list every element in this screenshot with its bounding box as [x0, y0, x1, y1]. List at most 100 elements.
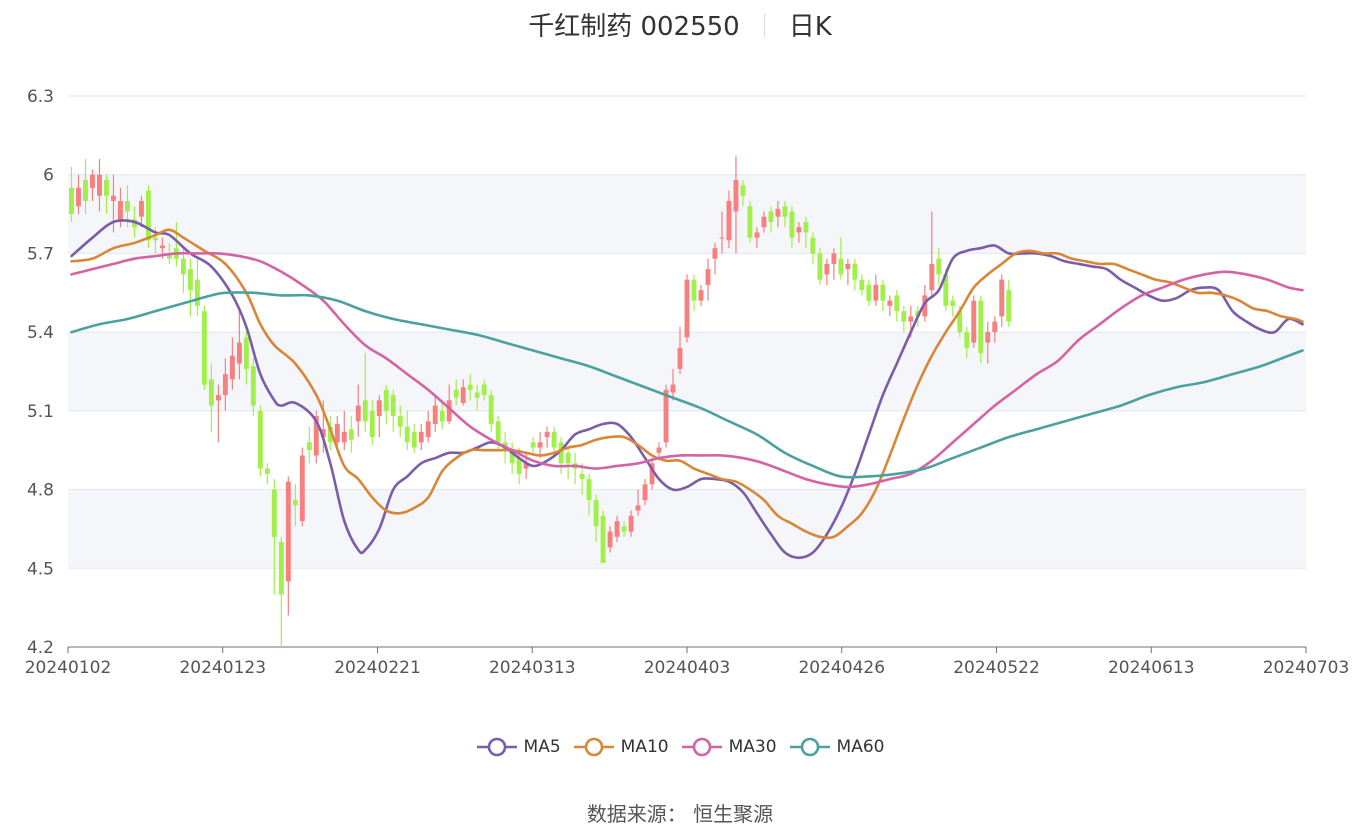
legend-item-ma5[interactable]: MA5 — [476, 736, 561, 758]
candle — [684, 274, 690, 343]
grid-band — [68, 489, 1306, 569]
candle — [579, 463, 585, 495]
candle — [964, 326, 970, 359]
candle — [460, 379, 466, 406]
candle — [341, 410, 347, 451]
candle — [817, 248, 823, 285]
candle — [859, 274, 865, 296]
candle — [635, 489, 641, 516]
candle — [747, 200, 753, 243]
candle — [978, 295, 984, 364]
x-tick-label: 20240426 — [798, 658, 885, 678]
legend-marker-icon — [681, 737, 722, 757]
candle — [593, 494, 599, 543]
legend-label: MA5 — [523, 737, 561, 757]
candle — [97, 158, 102, 212]
y-tick-label: 4.2 — [27, 638, 54, 658]
legend-item-ma30[interactable]: MA30 — [681, 736, 777, 758]
y-tick-label: 5.1 — [27, 402, 54, 422]
candle — [236, 311, 242, 380]
candle — [90, 169, 95, 201]
candle — [83, 158, 88, 215]
candle — [761, 211, 767, 233]
candle — [257, 405, 263, 477]
candle — [537, 431, 543, 459]
candlesticks — [69, 156, 1012, 647]
candle — [768, 206, 774, 233]
candle — [327, 416, 333, 451]
candle — [418, 423, 424, 451]
candle — [69, 166, 74, 222]
candle — [411, 423, 417, 453]
candle — [796, 221, 802, 243]
candle — [376, 395, 382, 438]
x-tick-label: 20240613 — [1108, 658, 1195, 678]
candle — [880, 279, 886, 312]
chart-title: 千红制药 002550 — [528, 12, 740, 42]
candle — [670, 368, 676, 401]
candle — [565, 447, 571, 480]
candle — [656, 442, 662, 459]
legend-item-ma60[interactable]: MA60 — [789, 736, 885, 758]
x-tick-label: 20240522 — [953, 658, 1040, 678]
candle — [362, 353, 368, 432]
candle — [453, 379, 459, 406]
legend-label: MA30 — [728, 737, 777, 757]
legend-marker-icon — [476, 737, 517, 757]
candle — [509, 442, 515, 474]
candle — [474, 384, 480, 411]
ma-line-ma30 — [70, 251, 1304, 489]
candle — [76, 174, 81, 215]
candle — [775, 200, 781, 228]
candle — [712, 242, 718, 275]
candle — [572, 452, 578, 485]
candle — [215, 384, 221, 443]
candle — [901, 305, 907, 333]
legend: MA5 MA10 MA30 MA60 — [0, 736, 1360, 763]
candle — [306, 426, 312, 464]
title-separator — [763, 14, 765, 38]
candle — [852, 258, 858, 291]
candle — [187, 258, 193, 317]
candle — [586, 473, 592, 516]
candle — [642, 479, 648, 506]
candle — [558, 437, 564, 474]
candle — [383, 384, 389, 424]
candle — [649, 458, 655, 490]
x-tick-label: 20240313 — [489, 658, 576, 678]
x-tick-label: 20240403 — [644, 658, 731, 678]
candle — [271, 479, 277, 595]
candle — [229, 337, 235, 390]
candle — [873, 274, 879, 306]
legend-item-ma10[interactable]: MA10 — [573, 736, 669, 758]
kline-chart: 6.365.75.45.14.84.54.2 20240102 20240123 2… — [25, 87, 1350, 678]
candle — [698, 284, 704, 306]
legend-label: MA60 — [836, 737, 885, 757]
candle — [243, 326, 249, 385]
candle — [194, 258, 200, 317]
candle — [544, 426, 550, 448]
candle — [201, 305, 207, 390]
candle — [999, 274, 1005, 327]
legend-label: MA10 — [620, 737, 669, 757]
candle — [425, 410, 431, 443]
ma-line-ma10 — [70, 228, 1304, 540]
chart-title-bar: 千红制药 002550 日K — [0, 6, 1360, 43]
candle — [390, 389, 396, 432]
candle — [278, 536, 284, 647]
y-tick-label: 6 — [43, 166, 54, 186]
chart-period: 日K — [788, 12, 832, 42]
grid-band — [68, 174, 1306, 254]
candle — [180, 248, 186, 293]
candle — [677, 326, 683, 375]
candle — [530, 437, 536, 453]
candle — [614, 515, 620, 543]
candle — [138, 195, 144, 228]
data-source: 数据来源： 恒生聚源 — [586, 802, 774, 826]
y-tick-label: 5.7 — [27, 244, 54, 264]
candle — [705, 258, 711, 301]
candle — [719, 211, 725, 254]
ma-line-ma5 — [70, 219, 1304, 560]
candle — [950, 295, 956, 317]
candle — [845, 258, 851, 285]
